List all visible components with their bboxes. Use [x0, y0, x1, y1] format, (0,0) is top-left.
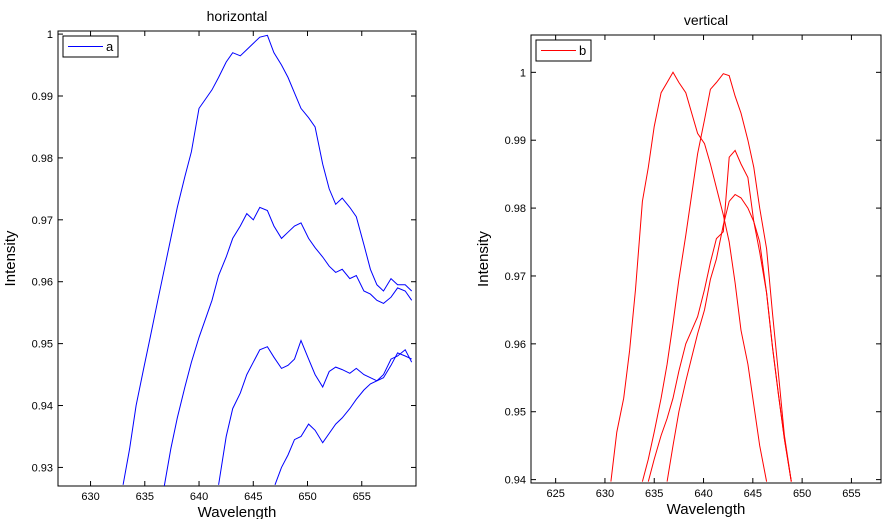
- y-tick-label: 0.97: [32, 215, 53, 227]
- y-tick-label: 1: [47, 29, 53, 41]
- y-tick-label: 0.95: [505, 407, 526, 419]
- x-tick-label: 645: [244, 491, 262, 503]
- series-line: [218, 339, 413, 485]
- axes-box: [57, 30, 417, 487]
- series-line: [274, 352, 412, 485]
- x-tick-label: 655: [353, 491, 371, 503]
- y-tick-label: 0.98: [505, 203, 526, 215]
- y-tick-label: 0.97: [505, 271, 526, 283]
- x-tick-label: 645: [744, 488, 762, 500]
- x-tick-label: 630: [596, 488, 614, 500]
- axes-box: [530, 34, 882, 484]
- y-axis-label: Intensity: [475, 231, 492, 287]
- x-tick-label: 650: [793, 488, 811, 500]
- x-tick-label: 640: [694, 488, 712, 500]
- y-tick-label: 0.96: [505, 339, 526, 351]
- x-tick-label: 635: [136, 491, 154, 503]
- legend: b: [535, 39, 592, 62]
- x-axis-label: Wavelength: [667, 501, 746, 518]
- x-tick-label: 630: [81, 491, 99, 503]
- legend-label: b: [579, 43, 586, 58]
- series-line: [163, 206, 413, 486]
- y-tick-label: 0.98: [32, 153, 53, 165]
- y-tick-label: 0.94: [505, 475, 526, 487]
- y-tick-label: 0.99: [505, 135, 526, 147]
- x-tick-label: 650: [298, 491, 316, 503]
- legend-label: a: [106, 39, 114, 54]
- x-axis-label: Wavelength: [198, 504, 277, 519]
- series-line: [641, 73, 792, 482]
- x-tick-label: 625: [546, 488, 564, 500]
- series-line: [666, 193, 792, 482]
- series-group: [122, 34, 413, 486]
- y-tick-label: 0.99: [32, 91, 53, 103]
- series-line: [122, 34, 413, 485]
- chart-title: vertical: [684, 12, 728, 28]
- y-tick-label: 0.94: [32, 401, 53, 413]
- y-tick-label: 0.95: [32, 339, 53, 351]
- x-tick-label: 655: [842, 488, 860, 500]
- chart-title: horizontal: [207, 8, 268, 24]
- chart-vertical: 625 630 635 640 645 650 655 0.94 0.95 0.96 0.97 0.9…: [475, 12, 882, 518]
- x-tick-label: 640: [190, 491, 208, 503]
- series-line: [610, 71, 768, 482]
- y-tick-label: 0.96: [32, 277, 53, 289]
- x-tick-label: 635: [645, 488, 663, 500]
- series-group: [610, 71, 792, 482]
- y-tick-label: 0.93: [32, 462, 53, 474]
- y-axis-label: Intensity: [2, 230, 19, 286]
- chart-horizontal: 630 635 640 645 650 655 0.93 0.94 0.95 0.96 0.97 0.…: [2, 8, 417, 519]
- legend: a: [62, 35, 119, 58]
- y-tick-label: 1: [520, 67, 526, 79]
